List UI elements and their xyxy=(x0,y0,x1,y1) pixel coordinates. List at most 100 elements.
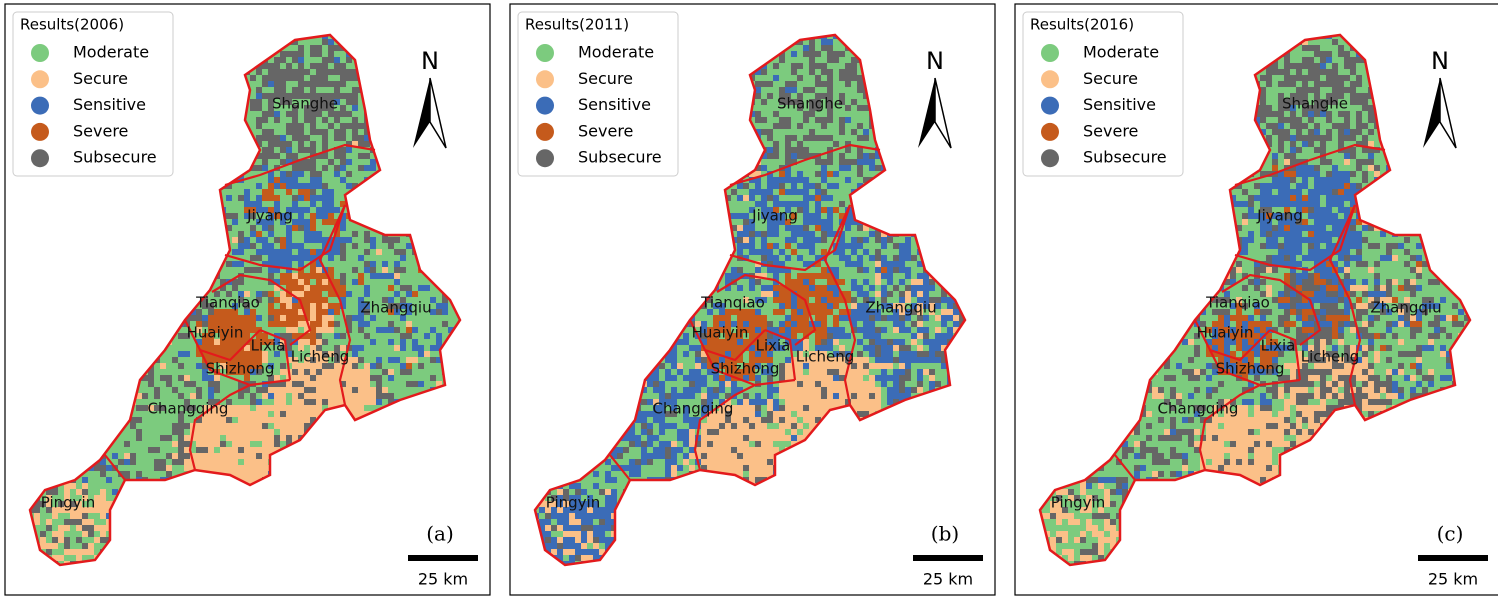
map-cell xyxy=(791,213,797,219)
map-cell xyxy=(328,93,334,99)
map-cell xyxy=(214,399,220,405)
map-cell xyxy=(340,243,346,249)
map-cell xyxy=(76,519,82,525)
map-cell xyxy=(274,93,280,99)
map-cell xyxy=(238,231,244,237)
map-cell xyxy=(280,369,286,375)
map-cell xyxy=(214,405,220,411)
map-cell xyxy=(773,273,779,279)
map-cell xyxy=(298,75,304,81)
map-cell xyxy=(292,177,298,183)
map-cell xyxy=(226,213,232,219)
map-cell xyxy=(364,249,370,255)
map-cell xyxy=(274,423,280,429)
legend-marker xyxy=(31,96,49,115)
map-cell xyxy=(821,285,827,291)
map-cell xyxy=(791,135,797,141)
map-cell xyxy=(184,465,190,471)
map-cell xyxy=(232,447,238,453)
map-cell xyxy=(46,495,52,501)
map-cell xyxy=(214,411,220,417)
map-cell xyxy=(905,267,911,273)
map-cell xyxy=(232,429,238,435)
map-cell xyxy=(406,309,412,315)
map-cell xyxy=(322,183,328,189)
map-cell xyxy=(785,255,791,261)
map-cell xyxy=(298,219,304,225)
map-cell xyxy=(304,303,310,309)
map-cell xyxy=(334,387,340,393)
map-cell xyxy=(761,207,767,213)
map-cell xyxy=(292,243,298,249)
map-cell xyxy=(262,129,268,135)
map-cell xyxy=(280,213,286,219)
map-cell xyxy=(292,57,298,63)
map-cell xyxy=(310,231,316,237)
map-cell xyxy=(815,51,821,57)
map-cell xyxy=(809,63,815,69)
map-cell xyxy=(755,177,761,183)
map-cell xyxy=(256,69,262,75)
map-cell xyxy=(262,447,268,453)
legend-marker xyxy=(31,44,49,62)
map-cell xyxy=(208,327,214,333)
scale-bar xyxy=(408,555,478,561)
map-cell xyxy=(244,201,250,207)
legend-marker xyxy=(31,122,49,141)
map-cell xyxy=(40,537,46,543)
map-cell xyxy=(743,225,749,231)
map-cell xyxy=(100,507,106,513)
map-cell xyxy=(304,369,310,375)
map-cell xyxy=(352,405,358,411)
map-cell xyxy=(406,369,412,375)
map-cell xyxy=(274,75,280,81)
map-cell xyxy=(316,129,322,135)
map-cell xyxy=(268,75,274,81)
map-cell xyxy=(442,309,448,315)
map-cell xyxy=(256,447,262,453)
map-cell xyxy=(226,453,232,459)
map-cell xyxy=(382,387,388,393)
map-cell xyxy=(274,417,280,423)
map-cell xyxy=(58,537,64,543)
map-cell xyxy=(863,279,869,285)
map-cell xyxy=(863,129,869,135)
map-cell xyxy=(88,507,94,513)
map-cell xyxy=(406,327,412,333)
map-cell xyxy=(797,189,803,195)
map-cell xyxy=(388,243,394,249)
map-cell xyxy=(256,471,262,477)
map-cell xyxy=(52,537,58,543)
map-cell xyxy=(779,123,785,129)
map-cell xyxy=(286,207,292,213)
map-cell xyxy=(100,489,106,495)
map-cell xyxy=(881,243,887,249)
map-cell xyxy=(244,267,250,273)
map-cell xyxy=(244,447,250,453)
map-cell xyxy=(340,237,346,243)
map-cell xyxy=(298,273,304,279)
map-cell xyxy=(184,435,190,441)
map-cell xyxy=(322,105,328,111)
panel-label: (a) xyxy=(426,522,454,546)
map-cell xyxy=(785,87,791,93)
map-cell xyxy=(839,255,845,261)
map-cell xyxy=(34,519,40,525)
legend-label: Severe xyxy=(73,121,128,140)
map-cell xyxy=(352,183,358,189)
map-cell xyxy=(821,267,827,273)
map-cell xyxy=(292,123,298,129)
map-cell xyxy=(262,405,268,411)
map-cell xyxy=(310,255,316,261)
map-cell xyxy=(755,189,761,195)
map-cell xyxy=(340,255,346,261)
map-cell xyxy=(298,411,304,417)
map-cell xyxy=(250,255,256,261)
map-cell xyxy=(280,177,286,183)
map-cell xyxy=(172,423,178,429)
map-cell xyxy=(755,201,761,207)
map-cell xyxy=(352,357,358,363)
map-cell xyxy=(851,75,857,81)
map-cell xyxy=(232,309,238,315)
map-cell xyxy=(64,489,70,495)
